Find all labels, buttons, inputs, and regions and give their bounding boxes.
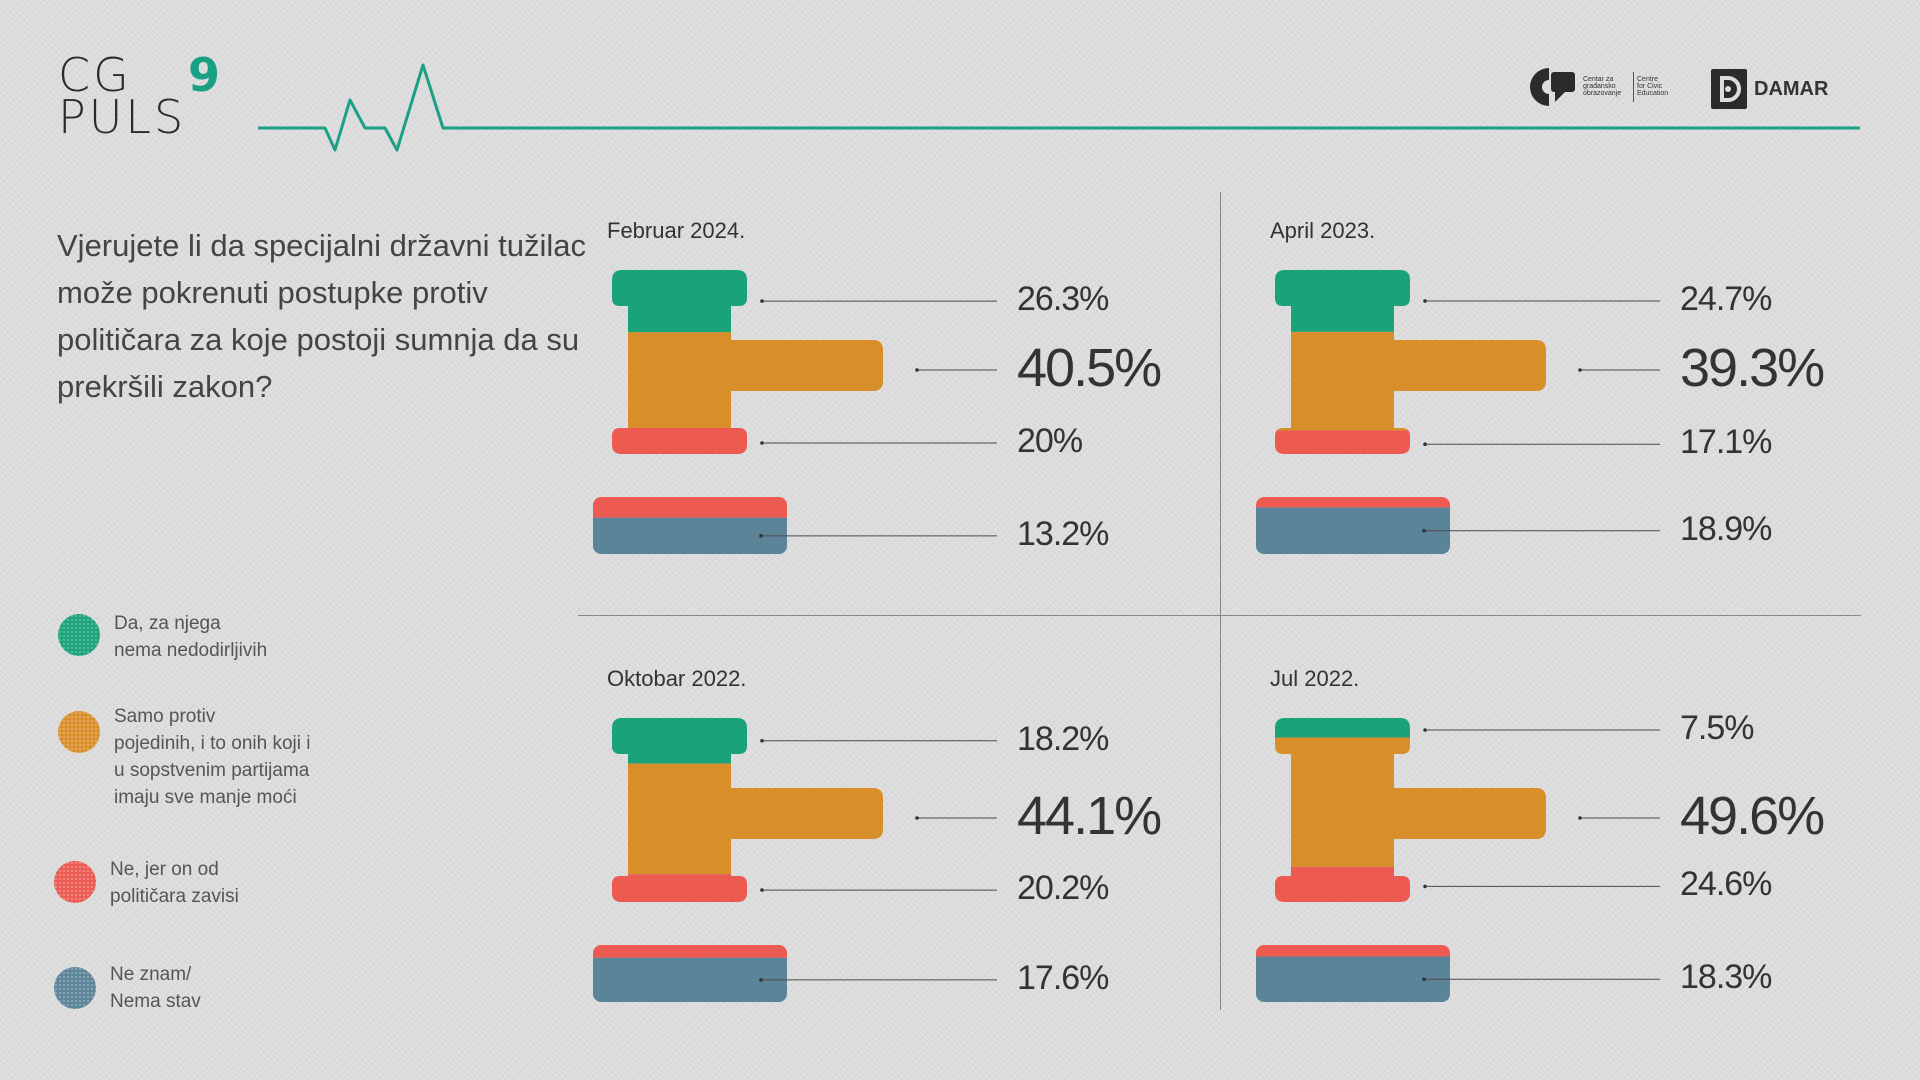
leader-dot bbox=[760, 739, 764, 743]
leader-dot bbox=[759, 534, 763, 538]
legend-label: Ne znam/ Nema stav bbox=[110, 964, 201, 1012]
logo-cg-text: CG bbox=[58, 48, 132, 102]
legend-dot-icon bbox=[54, 967, 96, 1009]
survey-question: Vjerujete li da specijalni državni tužil… bbox=[57, 228, 586, 404]
leader-dot bbox=[1578, 816, 1582, 820]
panel-title: April 2023. bbox=[1270, 218, 1376, 243]
bar-series-no bbox=[612, 874, 883, 902]
leader-dot bbox=[915, 816, 919, 820]
leader-dot bbox=[1578, 368, 1582, 372]
data-label-series-partial: 39.3% bbox=[1680, 337, 1825, 398]
leader-dot bbox=[760, 299, 764, 303]
panel-title: Jul 2022. bbox=[1270, 666, 1360, 691]
cgo-logo: Centar za građansko obrazovanje Centre f… bbox=[1525, 64, 1675, 114]
leader-dot bbox=[1422, 528, 1426, 533]
chart-panel-jul-2022: Jul 2022. 7.5% 49.6% 24.6% 18.3% bbox=[1256, 666, 1910, 1066]
bar-series-partial bbox=[612, 763, 883, 875]
legend-label: Da, za njega nema nedodirljivih bbox=[114, 613, 268, 661]
bar-series-yes bbox=[1275, 718, 1546, 738]
data-label-series-dont-know: 13.2% bbox=[1017, 514, 1109, 553]
data-label-series-partial: 44.1% bbox=[1017, 785, 1162, 846]
cgo-mark-icon bbox=[1529, 68, 1575, 106]
bar-series-dont-know bbox=[593, 517, 787, 554]
logo-puls-text: PULS bbox=[58, 90, 187, 144]
leader-dot bbox=[1423, 728, 1427, 732]
data-label-series-partial: 49.6% bbox=[1680, 785, 1825, 846]
bar-series-partial bbox=[612, 332, 883, 428]
cg-puls-logo: CG 9 PULS bbox=[58, 52, 248, 142]
damar-wordmark: DAMAR bbox=[1754, 78, 1829, 100]
logo-number: 9 bbox=[188, 48, 221, 102]
bar-base-series-no bbox=[593, 497, 787, 518]
leader-dot bbox=[759, 978, 763, 982]
cgo-divider bbox=[1633, 72, 1634, 102]
data-label-series-dont-know: 18.9% bbox=[1680, 509, 1772, 548]
data-label-series-no: 17.1% bbox=[1680, 423, 1772, 462]
panel-title: Oktobar 2022. bbox=[607, 666, 747, 691]
bar-series-partial bbox=[1275, 737, 1546, 867]
gavel-chart bbox=[593, 718, 997, 1002]
bar-base-series-no bbox=[1256, 945, 1450, 957]
legend-label: Ne, jer on od političara zavisi bbox=[110, 859, 239, 907]
chart-panel-feb-2024: Februar 2024. 26.3% 40.5% 20% 13.2% bbox=[593, 218, 1247, 618]
cgo-name-local: Centar za građansko obrazovanje bbox=[1583, 76, 1622, 97]
bar-series-no bbox=[612, 427, 883, 454]
data-label-series-no: 24.6% bbox=[1680, 865, 1772, 904]
gavel-chart bbox=[1256, 718, 1660, 1002]
data-label-series-yes: 24.7% bbox=[1680, 279, 1772, 318]
chart-panel-apr-2023: April 2023. 24.7% 39.3% 17.1% 18.9% bbox=[1256, 218, 1910, 618]
grid-divider-horizontal bbox=[578, 615, 1861, 616]
bar-base-series-no bbox=[593, 945, 787, 958]
gavel-chart bbox=[593, 270, 997, 554]
chart-panel-oct-2022: Oktobar 2022. 18.2% 44.1% 20.2% 17.6% bbox=[593, 666, 1247, 1066]
leader-dot bbox=[1422, 977, 1426, 982]
legend-dot-icon bbox=[54, 861, 96, 903]
bar-series-no bbox=[1275, 866, 1546, 902]
bar-base-series-no bbox=[1256, 497, 1450, 508]
data-label-series-no: 20% bbox=[1017, 421, 1083, 460]
bar-series-no bbox=[1275, 430, 1546, 454]
cgo-name-english: Centre for Civic Education bbox=[1637, 76, 1669, 97]
data-label-series-dont-know: 18.3% bbox=[1680, 958, 1772, 997]
legend-dot-icon bbox=[58, 614, 100, 656]
leader-dot bbox=[915, 368, 919, 372]
leader-dot bbox=[1423, 884, 1427, 889]
leader-dot bbox=[1423, 442, 1427, 447]
bar-series-dont-know bbox=[593, 957, 787, 1002]
legend-dot-icon bbox=[58, 711, 100, 753]
bar-series-dont-know bbox=[1256, 956, 1450, 1002]
data-label-series-dont-know: 17.6% bbox=[1017, 958, 1109, 997]
damar-mark-icon bbox=[1711, 69, 1747, 109]
data-label-series-partial: 40.5% bbox=[1017, 337, 1162, 398]
bar-series-dont-know bbox=[1256, 507, 1450, 554]
leader-dot bbox=[1423, 299, 1427, 303]
data-label-series-yes: 26.3% bbox=[1017, 280, 1109, 319]
leader-dot bbox=[760, 888, 764, 892]
legend-label: Samo protiv pojedinih, i to onih koji i … bbox=[114, 706, 311, 808]
data-label-series-yes: 7.5% bbox=[1680, 708, 1754, 747]
data-label-series-yes: 18.2% bbox=[1017, 719, 1109, 758]
damar-logo: DAMAR bbox=[1710, 68, 1840, 112]
grid-divider-vertical bbox=[1220, 192, 1221, 1010]
bar-series-partial bbox=[1275, 331, 1546, 431]
pulse-line bbox=[258, 63, 1860, 152]
data-label-series-no: 20.2% bbox=[1017, 868, 1109, 907]
panel-title: Februar 2024. bbox=[607, 218, 746, 243]
gavel-chart bbox=[1256, 270, 1660, 554]
leader-dot bbox=[760, 441, 764, 445]
